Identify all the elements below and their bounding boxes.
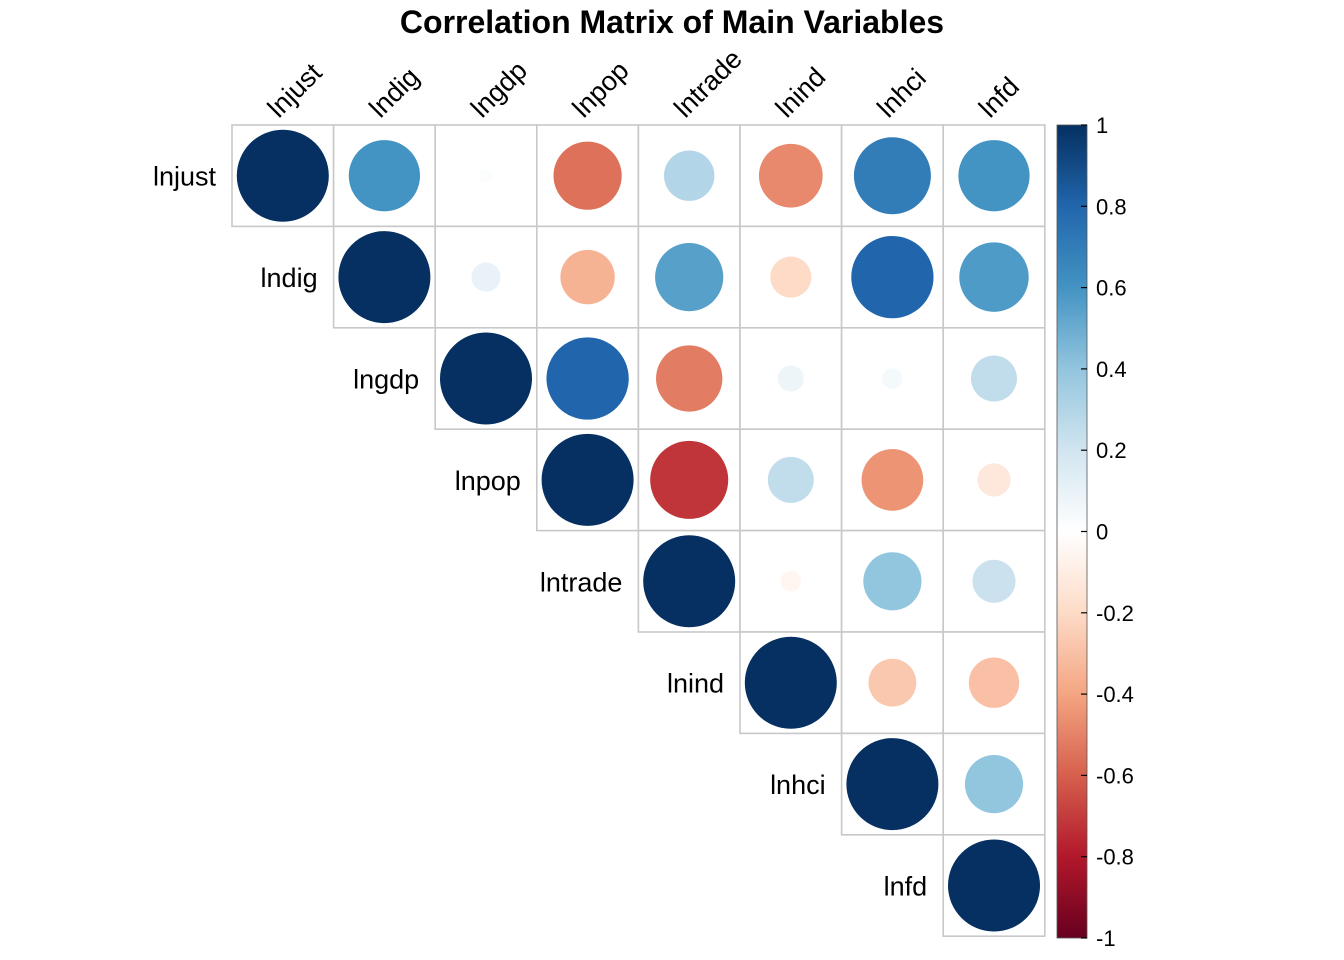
corr-circle-lngdp-lnhci [882, 368, 903, 389]
corr-circle-lndig-lntrade [655, 242, 724, 312]
corr-circle-lnfd-lnfd [948, 839, 1040, 932]
row-label-lnhci: lnhci [770, 770, 826, 800]
corr-circle-lnjust-lnhci [853, 137, 931, 215]
corr-circle-lndig-lnfd [959, 242, 1029, 312]
matrix-cells [231, 124, 1046, 937]
col-label-lnfd: lnfd [973, 71, 1025, 123]
corr-circle-lntrade-lnind [780, 571, 802, 592]
corr-circle-lntrade-lnfd [972, 559, 1016, 603]
colorbar-tick-label: -0.4 [1096, 682, 1134, 707]
corr-circle-lnpop-lnhci [861, 449, 924, 511]
corr-circle-lntrade-lnhci [863, 552, 922, 611]
corr-circle-lnind-lnfd [968, 657, 1020, 708]
colorbar-tick-label: 0.2 [1096, 438, 1127, 463]
color-legend: 1 0.8 0.6 0.4 0.2 0 -0.2 -0.4 -0.6 -0.8 -1 [1056, 113, 1134, 951]
colorbar-tick-label: -0.2 [1096, 601, 1134, 626]
corr-circle-lntrade-lntrade [643, 535, 736, 628]
row-label-lnjust: lnjust [153, 162, 217, 192]
row-label-lntrade: lntrade [540, 567, 623, 597]
col-label-lngdp: lngdp [465, 55, 533, 123]
col-label-lnhci: lnhci [871, 63, 931, 123]
corr-circle-lndig-lnpop [560, 249, 615, 305]
corr-circle-lngdp-lnind [777, 365, 804, 392]
row-label-lnpop: lnpop [455, 466, 521, 496]
col-label-lnind: lnind [770, 62, 832, 124]
chart-title: Correlation Matrix of Main Variables [400, 4, 944, 40]
corr-circle-lndig-lnhci [851, 235, 934, 319]
corr-circle-lnind-lnind [744, 636, 837, 729]
col-label-lnjust: lnjust [262, 57, 328, 123]
corr-circle-lnhci-lnfd [964, 755, 1024, 814]
corr-circle-lnjust-lnfd [958, 140, 1030, 212]
corr-circle-lnpop-lnfd [977, 463, 1011, 497]
row-label-lnfd: lnfd [884, 872, 928, 902]
corr-circle-lngdp-lntrade [656, 345, 723, 412]
corr-circle-lnjust-lntrade [664, 150, 715, 201]
corr-circle-lnpop-lnind [767, 456, 814, 503]
row-labels: lnjust lndig lngdp lnpop lntrade lnind lnhci ln… [153, 162, 927, 902]
column-labels: lnjust lndig lngdp lnpop lntrade lnind lnhci ln… [262, 44, 1025, 124]
colorbar-tick-label: 0.8 [1096, 194, 1127, 219]
corr-circle-lngdp-lnfd [971, 355, 1017, 402]
colorbar-tick-label: 0.6 [1096, 276, 1127, 301]
row-label-lnind: lnind [667, 669, 724, 699]
colorbar-tick-label: -1 [1096, 926, 1116, 951]
corr-circle-lnjust-lnind [758, 143, 823, 208]
col-label-lndig: lndig [363, 62, 425, 124]
corr-circle-lndig-lngdp [471, 262, 501, 292]
corr-circle-lnpop-lntrade [650, 440, 729, 519]
corr-circle-lngdp-lnpop [546, 337, 629, 420]
col-label-lnpop: lnpop [567, 55, 635, 123]
col-label-lntrade: lntrade [668, 44, 748, 124]
corr-circle-lnpop-lnpop [541, 433, 634, 526]
colorbar-tick-label: 1 [1096, 113, 1108, 138]
corr-circle-lndig-lnind [770, 256, 812, 298]
colorbar-tick-label: -0.6 [1096, 763, 1134, 788]
corr-circle-lnjust-lnjust [236, 129, 329, 222]
row-label-lndig: lndig [261, 263, 318, 293]
colorbar-tick-label: 0.4 [1096, 357, 1127, 382]
corr-circle-lnjust-lngdp [479, 169, 493, 183]
corr-circle-lnjust-lnpop [553, 141, 622, 210]
colorbar-tick-label: 0 [1096, 520, 1108, 545]
row-label-lngdp: lngdp [353, 365, 419, 395]
corr-circle-lndig-lndig [338, 231, 431, 324]
corr-circle-lnjust-lndig [348, 140, 421, 212]
corr-circle-lnhci-lnhci [846, 738, 939, 831]
corr-circle-lnind-lnhci [868, 658, 917, 707]
corr-circle-lngdp-lngdp [440, 332, 532, 425]
colorbar-tick-label: -0.8 [1096, 845, 1134, 870]
